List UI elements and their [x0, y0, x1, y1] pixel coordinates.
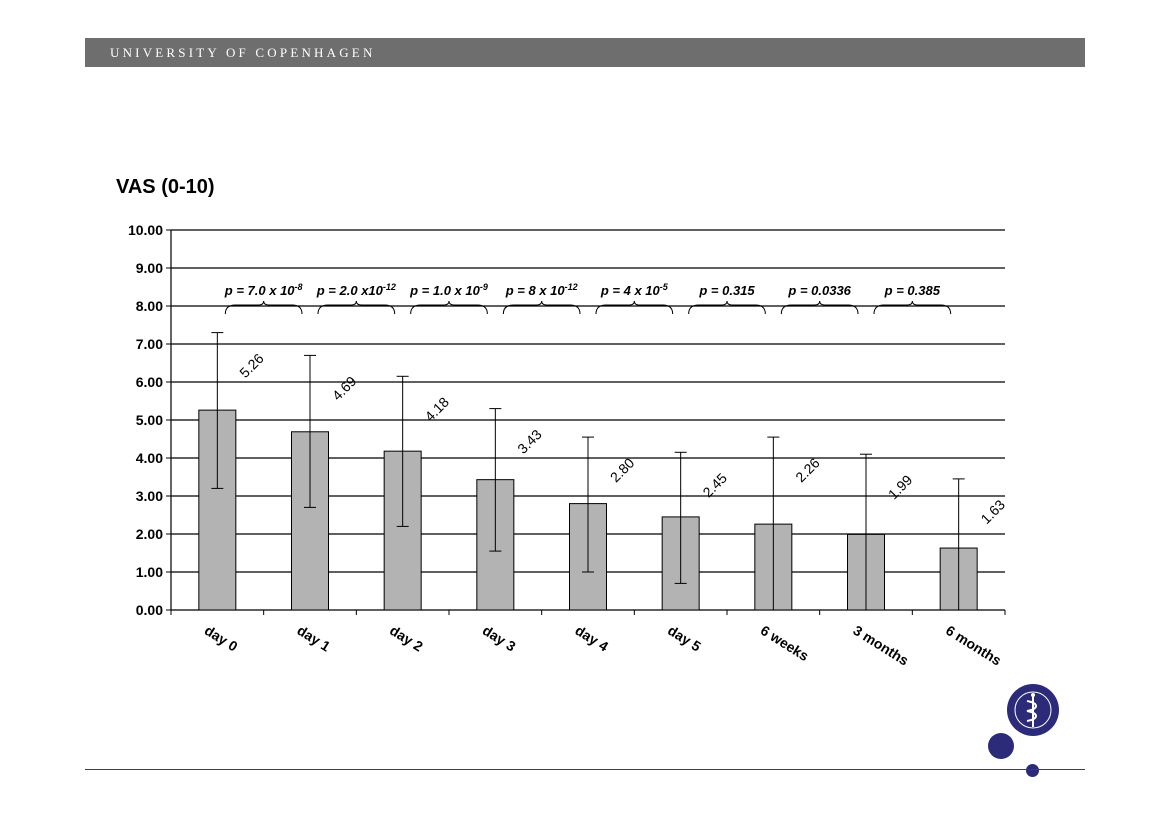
- y-tick-label: 4.00: [136, 450, 163, 466]
- p-value-label: p = 7.0 x 10-8: [224, 282, 303, 298]
- data-label: 3.43: [514, 426, 545, 457]
- y-tick-label: 8.00: [136, 298, 163, 314]
- x-tick-label: day 3: [480, 622, 519, 655]
- p-value-label: p = 8 x 10-12: [505, 282, 578, 298]
- x-tick-label: 6 months: [943, 622, 1004, 669]
- decor-dot-large: [988, 733, 1014, 759]
- data-label: 4.69: [329, 373, 360, 404]
- p-value-label: p = 2.0 x10-12: [316, 282, 396, 298]
- footer-divider: [85, 769, 1085, 770]
- chart-title: VAS (0-10): [116, 176, 215, 198]
- p-value-label: p = 4 x 10-5: [600, 282, 669, 298]
- y-tick-label: 3.00: [136, 488, 163, 504]
- p-bracket: [410, 300, 488, 315]
- p-value-label: p = 1.0 x 10-9: [409, 282, 488, 298]
- data-label: 1.63: [977, 496, 1008, 527]
- data-label: 1.99: [885, 472, 916, 503]
- x-tick-label: day 4: [572, 622, 611, 655]
- decor-dot-small: [1026, 764, 1039, 777]
- y-tick-label: 10.00: [128, 222, 163, 238]
- y-tick-label: 5.00: [136, 412, 163, 428]
- header-bar: UNIVERSITY OF COPENHAGEN: [85, 38, 1085, 67]
- data-label: 2.80: [607, 454, 638, 485]
- x-tick-label: day 2: [387, 622, 426, 655]
- y-tick-label: 0.00: [136, 602, 163, 618]
- y-tick-label: 6.00: [136, 374, 163, 390]
- y-tick-label: 9.00: [136, 260, 163, 276]
- p-value-label: p = 0.385: [884, 283, 941, 298]
- p-bracket: [595, 300, 674, 315]
- x-tick-label: 6 weeks: [758, 622, 812, 664]
- y-tick-label: 2.00: [136, 526, 163, 542]
- p-bracket: [688, 300, 766, 315]
- x-tick-label: day 0: [202, 622, 241, 655]
- y-tick-label: 1.00: [136, 564, 163, 580]
- data-label: 5.26: [236, 350, 267, 381]
- p-bracket: [224, 300, 303, 315]
- data-label: 2.26: [792, 454, 823, 485]
- x-tick-label: 3 months: [850, 622, 911, 669]
- p-bracket: [317, 300, 396, 315]
- p-bracket: [502, 300, 581, 315]
- x-tick-label: day 5: [665, 622, 704, 655]
- y-tick-label: 7.00: [136, 336, 163, 352]
- header-title: UNIVERSITY OF COPENHAGEN: [110, 45, 376, 60]
- p-bracket: [873, 300, 952, 315]
- p-value-label: p = 0.0336: [787, 283, 851, 298]
- p-bracket: [780, 300, 859, 315]
- p-value-label: p = 0.315: [698, 283, 755, 298]
- x-tick-label: day 1: [294, 622, 333, 655]
- university-seal-icon: [1007, 684, 1059, 736]
